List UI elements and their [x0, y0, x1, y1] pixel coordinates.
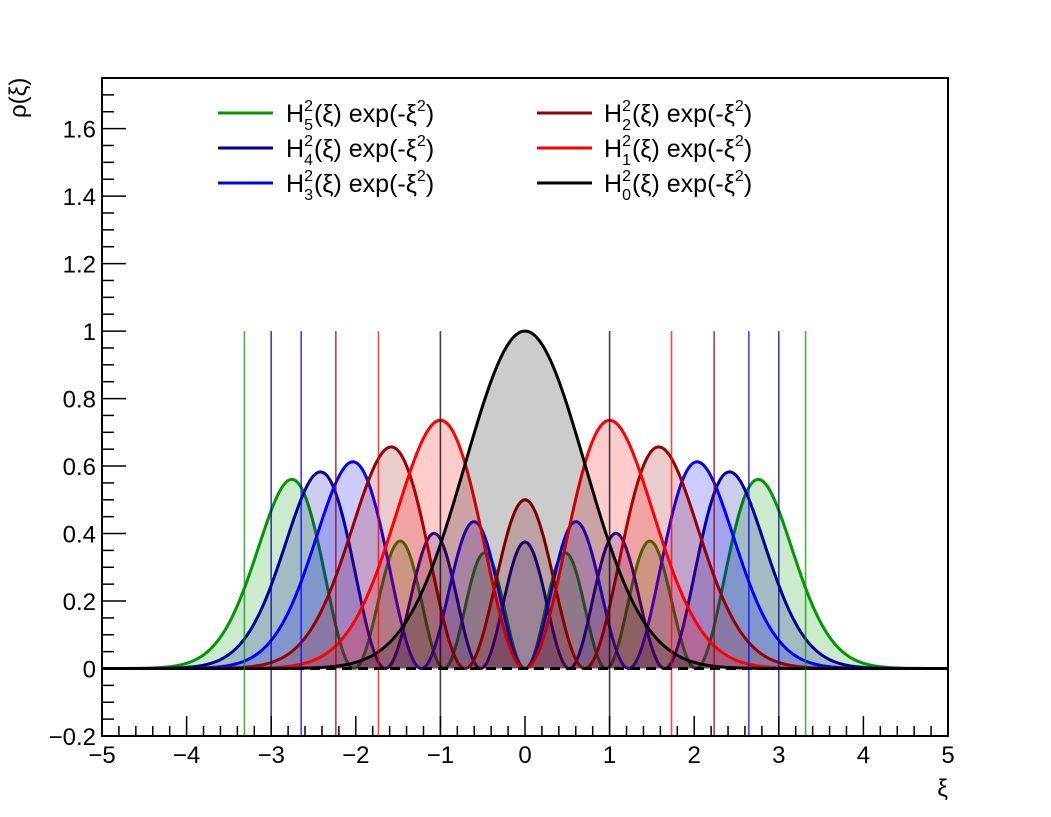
legend-mid: (ξ) exp(-ξ	[632, 135, 735, 163]
legend-sup: 2	[622, 168, 631, 185]
legend-label-H5: H2 5(ξ) exp(-ξ2)	[286, 98, 434, 134]
legend-sup: 2	[622, 133, 631, 150]
legend-sub: 1	[622, 152, 631, 169]
y-tick-label: 0	[83, 657, 96, 684]
legend-mid: (ξ) exp(-ξ	[632, 170, 735, 198]
legend-post: )	[744, 135, 752, 163]
legend-label-H2: H2 2(ξ) exp(-ξ2)	[604, 98, 752, 134]
legend-sup2: 2	[735, 133, 744, 150]
x-tick-label: −1	[427, 742, 454, 769]
legend-mid: (ξ) exp(-ξ	[632, 100, 735, 128]
curve-fill-H2	[102, 446, 948, 669]
legend-label-H3: H2 3(ξ) exp(-ξ2)	[286, 168, 434, 204]
legend-sub: 5	[304, 117, 313, 134]
legend-sub: 2	[622, 117, 631, 134]
legend-sup: 2	[304, 168, 313, 185]
x-tick-label: 0	[518, 742, 531, 769]
y-tick-label: 0.2	[63, 589, 96, 616]
y-tick-label: 0.8	[63, 387, 96, 414]
legend-sup2: 2	[417, 168, 426, 185]
legend-sup2: 2	[735, 98, 744, 115]
curve-H4	[102, 470, 948, 671]
legend-sup: 2	[622, 98, 631, 115]
x-tick-label: −4	[173, 742, 200, 769]
legend-sup2: 2	[417, 98, 426, 115]
legend-post: )	[426, 170, 434, 198]
axes: −5 −4 −3 −2 −1 0 1 2 3 4 5−0.200.20.40.60.811.21.4…	[49, 77, 955, 769]
legend-post: )	[744, 100, 752, 128]
y-tick-label: −0.2	[49, 724, 96, 751]
legend-sup2: 2	[735, 168, 744, 185]
legend-post: )	[426, 100, 434, 128]
legend-pre: H	[604, 170, 622, 198]
legend-pre: H	[286, 170, 304, 198]
legend-pre: H	[286, 135, 304, 163]
legend-entry-H2: H2 2(ξ) exp(-ξ2)	[537, 98, 752, 134]
legend-pre: H	[604, 135, 622, 163]
legend-label-H4: H2 4(ξ) exp(-ξ2)	[286, 133, 434, 169]
x-tick-label: −3	[258, 742, 285, 769]
legend-sub: 0	[622, 187, 631, 204]
y-tick-label: 0.4	[63, 522, 96, 549]
y-tick-label: 1	[83, 319, 96, 346]
legend-sub: 4	[304, 152, 313, 169]
legend-entry-H0: H2 0(ξ) exp(-ξ2)	[537, 168, 752, 204]
y-tick-label: 1.4	[63, 184, 96, 211]
legend-label-H0: H2 0(ξ) exp(-ξ2)	[604, 168, 752, 204]
legend-entry-H1: H2 1(ξ) exp(-ξ2)	[537, 133, 752, 169]
legend-entry-H3: H2 3(ξ) exp(-ξ2)	[218, 168, 434, 204]
legend-sup: 2	[304, 98, 313, 115]
y-tick-label: 0.6	[63, 454, 96, 481]
x-tick-label: 4	[857, 742, 870, 769]
curve-fill-H4	[102, 471, 948, 669]
curve-fill-H3	[102, 461, 948, 669]
x-axis-label: ξ	[937, 775, 948, 802]
legend-entry-H5: H2 5(ξ) exp(-ξ2)	[218, 98, 434, 134]
legend-pre: H	[604, 100, 622, 128]
y-tick-label: 1.2	[63, 252, 96, 279]
curve-fills	[102, 329, 948, 671]
y-axis-label: ρ(ξ)	[5, 78, 32, 118]
x-tick-label: −5	[88, 742, 115, 769]
legend-mid: (ξ) exp(-ξ	[314, 135, 417, 163]
legend-label-H1: H2 1(ξ) exp(-ξ2)	[604, 133, 752, 169]
legend-sup2: 2	[417, 133, 426, 150]
x-tick-label: 1	[603, 742, 616, 769]
y-tick-label: 1.6	[63, 117, 96, 144]
legend-mid: (ξ) exp(-ξ	[314, 170, 417, 198]
legend-mid: (ξ) exp(-ξ	[314, 100, 417, 128]
legend-entry-H4: H2 4(ξ) exp(-ξ2)	[218, 133, 434, 169]
curve-fill-H0	[102, 331, 948, 669]
legend-sub: 3	[304, 187, 313, 204]
x-tick-label: 2	[688, 742, 701, 769]
legend-post: )	[426, 135, 434, 163]
x-tick-label: 5	[941, 742, 954, 769]
legend-sup: 2	[304, 133, 313, 150]
x-tick-label: 3	[772, 742, 785, 769]
legend-pre: H	[286, 100, 304, 128]
legend-post: )	[744, 170, 752, 198]
x-tick-label: −2	[342, 742, 369, 769]
legend: H2 5(ξ) exp(-ξ2)H2 4(ξ) exp(-ξ2)H2 3(ξ) exp…	[218, 98, 752, 204]
turning-point-lines	[243, 331, 807, 736]
